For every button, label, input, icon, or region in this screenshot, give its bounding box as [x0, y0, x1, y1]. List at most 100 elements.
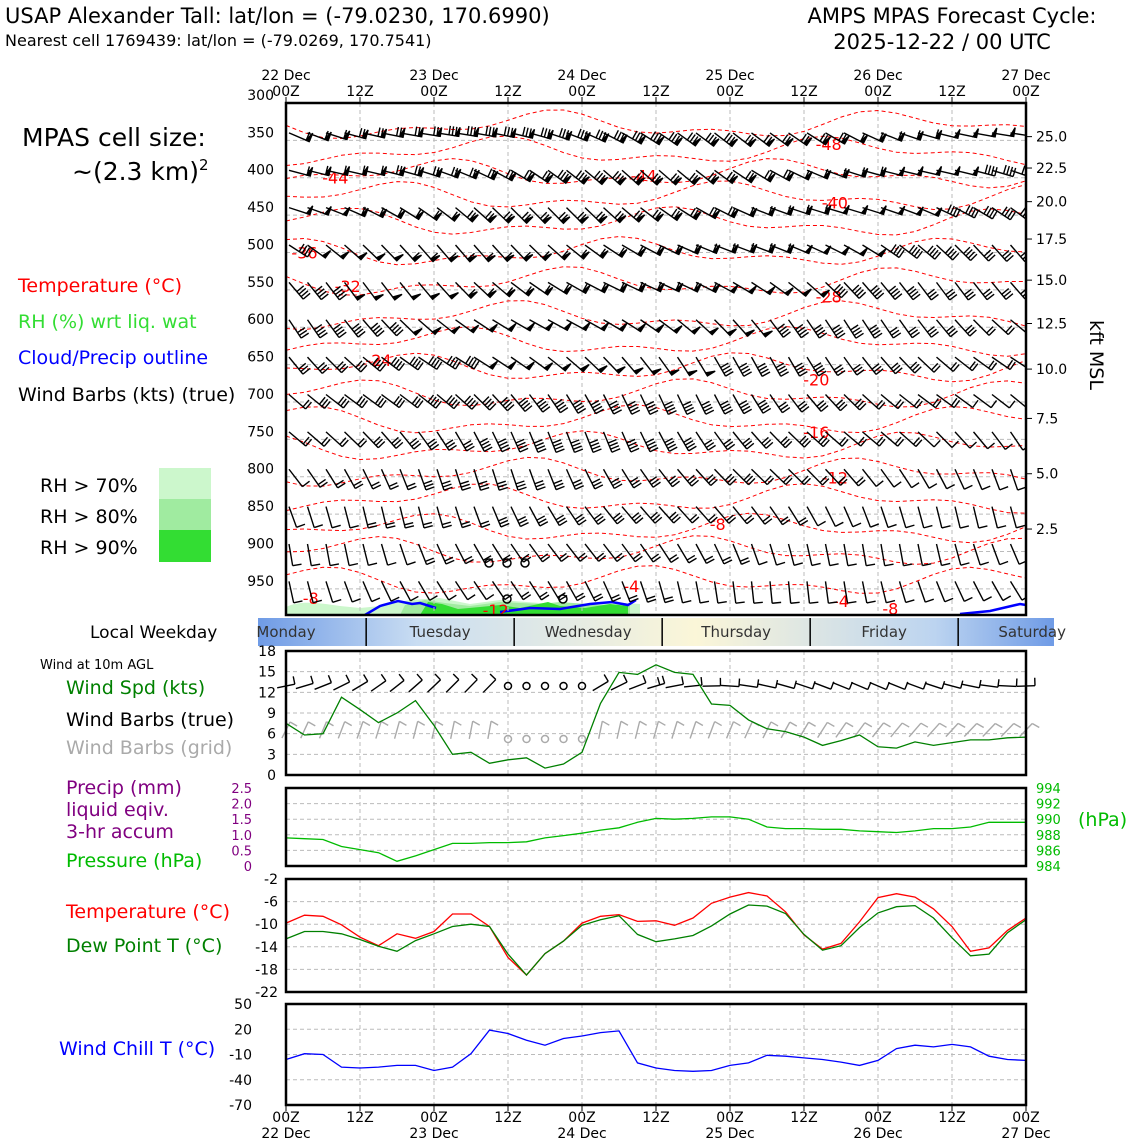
- wind-barb-feather: [894, 399, 902, 407]
- wind-barb: [806, 281, 830, 298]
- wind-barb-feather: [858, 291, 867, 299]
- wind-barb-shaft: [418, 356, 438, 370]
- wind-barb-feather: [725, 441, 734, 448]
- temperature-contour-label: -20: [803, 371, 829, 390]
- wind-barb-feather: [497, 438, 507, 444]
- wind-barb: [713, 581, 727, 604]
- wind-barb-flag: [692, 283, 702, 293]
- wind-barb-feather: [445, 439, 454, 446]
- wind-barb-feather: [929, 247, 937, 256]
- wind-barb-feather: [570, 439, 580, 444]
- wind-barb-feather: [729, 173, 736, 182]
- wind-barb: [510, 394, 533, 412]
- wind-barb-feather: [650, 553, 660, 560]
- wind-barb-feather: [491, 127, 495, 137]
- temperature-contour: [286, 109, 1027, 140]
- grid-wind-barb: [963, 722, 985, 738]
- wind-barb-feather: [668, 409, 677, 416]
- wind-barb-feather: [341, 439, 349, 448]
- wind-barb-feather: [652, 481, 661, 488]
- wind-barb-feather: [522, 402, 531, 410]
- wind-barb-feather: [523, 251, 531, 259]
- wind-barb-feather: [319, 332, 328, 339]
- wind-barb-feather: [707, 444, 716, 451]
- top-hour-label: 12Z: [938, 84, 965, 100]
- temperature-contour-label: -4: [833, 592, 849, 611]
- wind-barb-feather: [429, 441, 438, 448]
- wind-barb-feather: [504, 401, 513, 409]
- wind-barb-feather: [576, 516, 585, 523]
- wind-barb-shaft: [325, 506, 333, 528]
- grid-wind-barb: [300, 721, 316, 739]
- grid-wind-barb-feather: [344, 720, 353, 727]
- calm-grid-wind-circle: [522, 734, 531, 744]
- wind-barb-shaft: [825, 431, 843, 447]
- wind-barb-feather: [911, 363, 920, 372]
- weekday-label: Saturday: [998, 623, 1066, 641]
- wind-barb: [880, 431, 905, 447]
- wind-barb: [510, 319, 536, 332]
- wind-barb-feather: [686, 554, 696, 561]
- wind-barb-feather: [358, 398, 366, 407]
- grid-wind-barb: [652, 720, 666, 739]
- wind-barb: [399, 356, 424, 371]
- wind-barb-shaft: [325, 468, 339, 489]
- wind-barb-feather: [723, 368, 733, 374]
- wind-barb-feather: [799, 519, 809, 526]
- calm-true-wind-circle: [559, 681, 568, 691]
- wind-barb-shaft: [972, 581, 985, 602]
- wind-barb-feather: [516, 483, 526, 488]
- wind-barb-feather: [579, 213, 587, 222]
- wind-barb-feather: [301, 480, 310, 488]
- wind-barb-feather: [544, 172, 551, 181]
- wind-barb-shaft: [936, 207, 957, 218]
- wind-barb-feather: [852, 363, 861, 371]
- wind-barb-feather: [542, 406, 551, 413]
- wind-barb-feather: [450, 166, 456, 176]
- wind-barb-flag: [467, 291, 478, 300]
- true-wind-barb-feather: [489, 673, 497, 681]
- true-wind-barb: [370, 673, 387, 692]
- wind-barb-flag: [563, 321, 573, 332]
- wind-barb-feather: [930, 293, 939, 301]
- wind-barb-feather: [870, 327, 879, 334]
- wind-barb-shaft: [917, 356, 935, 373]
- true-wind-barb-feather: [398, 673, 405, 681]
- wind-barb: [936, 393, 961, 409]
- wind-barb: [750, 394, 772, 414]
- wind-barb-feather: [580, 129, 585, 139]
- wind-barb-shaft: [769, 431, 786, 449]
- grid-wind-barb: [908, 722, 929, 738]
- wind-barb-feather: [648, 444, 658, 450]
- wind-barb: [491, 506, 510, 528]
- grid-wind-barb-shaft: [945, 722, 959, 738]
- wind-barb-feather: [875, 399, 883, 408]
- wind-barb-feather: [878, 438, 886, 447]
- calm-wind-circle: [484, 558, 494, 568]
- wind-barb-flag: [468, 214, 479, 223]
- wind-barb-flag: [618, 283, 628, 293]
- true-wind-barb-shaft: [758, 683, 776, 689]
- wind-barb-feather: [563, 284, 570, 293]
- wind-barb-feather: [517, 486, 527, 491]
- wind-barb-feather: [803, 440, 812, 448]
- wind-barb: [658, 543, 679, 563]
- wind-barb-feather: [504, 593, 513, 601]
- wind-barb-feather: [986, 207, 992, 216]
- wind-barb: [417, 469, 435, 491]
- true-wind-barb-shaft: [647, 682, 665, 690]
- wind-barb-feather: [292, 563, 302, 567]
- grid-wind-barb-shaft: [871, 722, 885, 738]
- wind-barb-feather: [741, 560, 751, 565]
- wind-barb-feather: [1017, 486, 1027, 491]
- wind-barb-feather: [599, 248, 606, 257]
- wind-barb: [991, 281, 1014, 300]
- wind-barb-shaft: [861, 468, 877, 487]
- wind-barb-feather: [780, 436, 788, 444]
- bottom-hour-label: 12Z: [790, 1110, 817, 1126]
- wind-barb-feather: [760, 405, 770, 411]
- wind-barb-feather: [971, 363, 979, 372]
- wind-barb-shaft: [380, 506, 388, 529]
- wind-barb-feather: [487, 212, 495, 221]
- wind-barb: [843, 356, 865, 376]
